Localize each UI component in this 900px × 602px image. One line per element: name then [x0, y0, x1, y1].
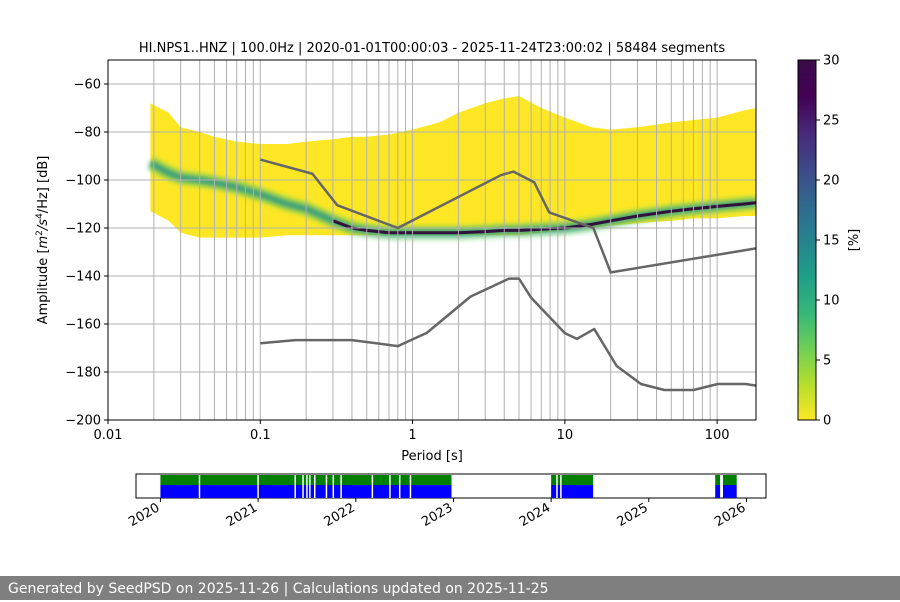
timeline-tick-label: 2021 [224, 500, 260, 530]
x-tick-label: 0.01 [94, 428, 123, 443]
timeline-tick-label: 2020 [126, 500, 162, 530]
timeline-coverage-green [551, 475, 594, 485]
colorbar-tick-label: 15 [823, 234, 840, 249]
colorbar-tick-label: 10 [823, 294, 840, 309]
colorbar-tick-label: 25 [823, 114, 840, 129]
grid-lines [108, 60, 756, 420]
x-tick-label: 100 [705, 428, 730, 443]
y-axis-ticks: −60 −80 −100 −120 −140 −160 −180 −200 [65, 78, 108, 429]
timeline-tick-label: 2024 [517, 500, 553, 530]
x-axis-label: Period [s] [401, 449, 463, 464]
chart-title: HI.NPS1..HNZ | 100.0Hz | 2020-01-01T00:0… [139, 41, 725, 56]
x-tick-label: 10 [557, 428, 574, 443]
y-tick-label: −100 [65, 174, 101, 189]
timeline-tick-label: 2022 [322, 500, 358, 530]
psd-heatmap [147, 96, 756, 240]
colorbar [797, 59, 817, 421]
noise-model-lines [259, 158, 756, 392]
low-noise-model-line [260, 277, 756, 392]
colorbar-tick-label: 5 [823, 354, 831, 369]
y-axis-label: Amplitude [m2/s4/Hz] [dB] [35, 156, 51, 325]
y-tick-label: −80 [74, 126, 101, 141]
timeline-coverage-blue [160, 485, 452, 498]
y-tick-label: −160 [65, 318, 101, 333]
timeline-coverage-green [715, 475, 721, 485]
timeline-coverage-green [723, 475, 737, 485]
x-axis-ticks: 0.01 0.1 1 10 100 [94, 420, 730, 443]
y-tick-label: −200 [65, 414, 101, 429]
colorbar-label: [%] [847, 229, 862, 252]
timeline-coverage-blue [723, 485, 737, 498]
psd-density-peak [332, 201, 756, 235]
colorbar-tick-label: 20 [823, 174, 840, 189]
colorbar-tick-label: 0 [823, 414, 831, 429]
x-tick-label: 0.1 [250, 428, 271, 443]
y-tick-label: −60 [74, 78, 101, 93]
x-tick-label: 1 [408, 428, 416, 443]
plot-frame [107, 59, 757, 421]
y-tick-label: −120 [65, 222, 101, 237]
high-noise-model-line [259, 158, 756, 274]
timeline-coverage-green [160, 475, 452, 485]
timeline-coverage-blue [715, 485, 721, 498]
colorbar-ticks: 0 5 10 15 20 25 30 [816, 54, 840, 429]
timeline-tick-label: 2026 [712, 500, 748, 530]
timeline-tick-label: 2025 [615, 500, 651, 530]
y-tick-label: −140 [65, 270, 101, 285]
footer-text: Generated by SeedPSD on 2025-11-26 | Cal… [0, 576, 900, 600]
timeline-tick-label: 2023 [419, 500, 455, 530]
y-tick-label: −180 [65, 366, 101, 381]
colorbar-tick-label: 30 [823, 54, 840, 69]
